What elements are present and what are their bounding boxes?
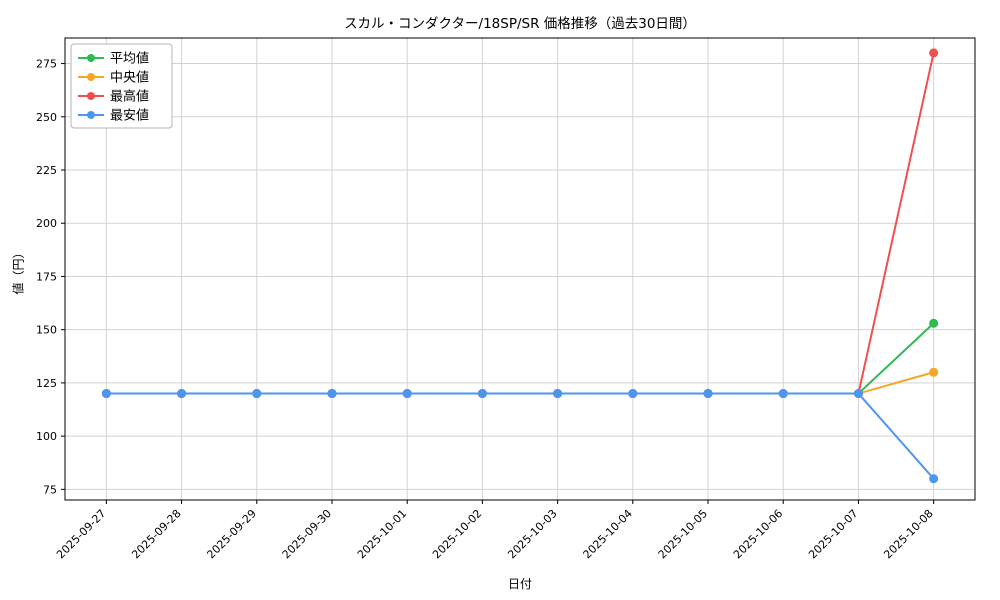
data-point-marker xyxy=(929,474,939,484)
series-line xyxy=(101,318,939,399)
svg-text:2025-09-28: 2025-09-28 xyxy=(129,507,183,561)
svg-text:100: 100 xyxy=(36,430,57,443)
data-point-marker xyxy=(929,367,939,377)
legend-label: 中央値 xyxy=(110,70,149,86)
svg-text:250: 250 xyxy=(36,111,57,124)
legend-marker xyxy=(87,54,95,62)
svg-text:125: 125 xyxy=(36,377,57,390)
data-point-marker xyxy=(778,389,788,399)
svg-text:225: 225 xyxy=(36,164,57,177)
chart-title: スカル・コンダクター/18SP/SR 価格推移（過去30日間） xyxy=(344,16,696,32)
svg-text:200: 200 xyxy=(36,217,57,230)
legend-label: 最高値 xyxy=(110,89,149,105)
data-point-marker xyxy=(853,389,863,399)
tick-marks xyxy=(61,63,935,504)
svg-text:2025-10-03: 2025-10-03 xyxy=(505,507,559,561)
legend-label: 最安値 xyxy=(110,108,149,124)
legend-marker xyxy=(87,73,95,81)
data-point-marker xyxy=(553,389,563,399)
svg-text:2025-10-02: 2025-10-02 xyxy=(430,507,484,561)
svg-text:275: 275 xyxy=(36,58,57,71)
legend-marker xyxy=(87,92,95,100)
svg-text:2025-10-01: 2025-10-01 xyxy=(355,507,409,561)
data-point-marker xyxy=(703,389,713,399)
svg-text:175: 175 xyxy=(36,270,57,283)
data-point-marker xyxy=(101,389,111,399)
legend-marker xyxy=(87,111,95,119)
svg-text:2025-09-27: 2025-09-27 xyxy=(54,507,108,561)
data-point-marker xyxy=(929,48,939,58)
data-point-marker xyxy=(477,389,487,399)
svg-text:150: 150 xyxy=(36,324,57,337)
svg-text:2025-10-05: 2025-10-05 xyxy=(656,507,710,561)
series-line xyxy=(101,389,939,484)
svg-text:2025-10-08: 2025-10-08 xyxy=(881,507,935,561)
svg-text:2025-09-29: 2025-09-29 xyxy=(204,507,258,561)
svg-text:2025-10-04: 2025-10-04 xyxy=(581,507,635,561)
data-point-marker xyxy=(402,389,412,399)
svg-text:75: 75 xyxy=(43,483,57,496)
data-point-marker xyxy=(929,318,939,328)
plot-border xyxy=(64,37,976,501)
y-tick-labels: 75 100 125 150 175 200 225 250 275 xyxy=(36,58,57,497)
data-point-marker xyxy=(177,389,187,399)
data-point-marker xyxy=(252,389,262,399)
svg-text:2025-10-06: 2025-10-06 xyxy=(731,507,785,561)
data-point-marker xyxy=(628,389,638,399)
data-point-marker xyxy=(327,389,337,399)
legend-label: 平均値 xyxy=(110,51,149,67)
x-tick-labels: 2025-09-27 2025-09-28 2025-09-29 2025-09-30… xyxy=(54,507,936,561)
gridlines xyxy=(65,38,975,500)
svg-text:2025-10-07: 2025-10-07 xyxy=(806,507,860,561)
x-axis-label: 日付 xyxy=(507,577,532,591)
svg-text:2025-09-30: 2025-09-30 xyxy=(280,507,334,561)
legend-box xyxy=(70,43,173,129)
